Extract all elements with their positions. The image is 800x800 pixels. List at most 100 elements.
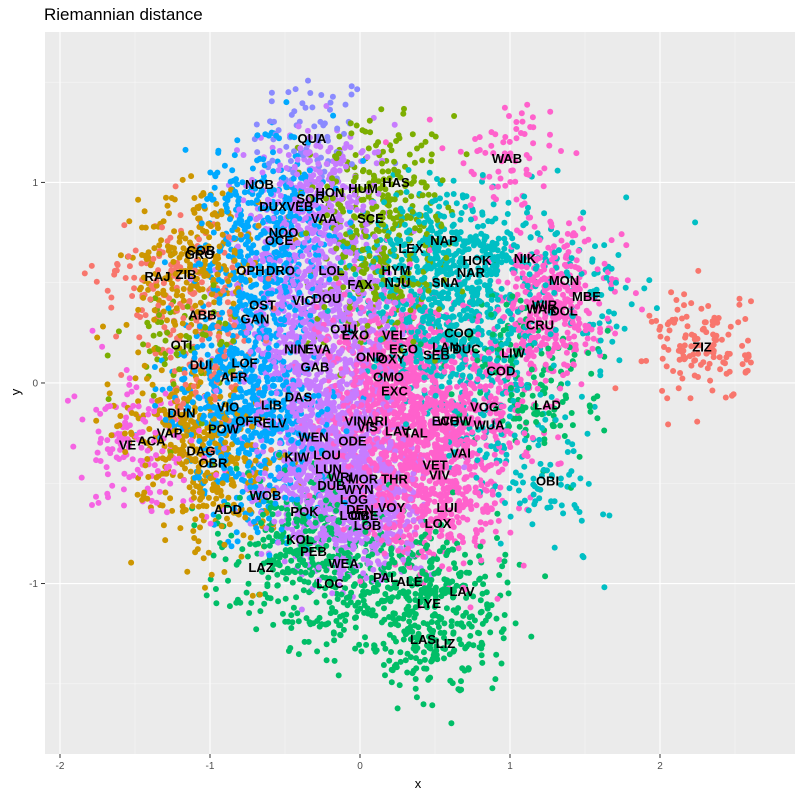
data-point xyxy=(632,290,639,297)
data-point xyxy=(745,337,751,344)
data-point xyxy=(505,199,512,206)
data-point xyxy=(207,576,214,583)
data-point xyxy=(541,210,548,217)
data-point xyxy=(524,209,530,216)
data-point xyxy=(426,116,433,123)
data-point xyxy=(547,108,554,115)
data-point xyxy=(260,536,267,543)
data-point xyxy=(404,650,411,657)
data-point xyxy=(455,519,462,526)
data-point xyxy=(352,152,359,158)
data-point xyxy=(378,106,385,113)
data-point xyxy=(707,377,714,384)
data-point xyxy=(461,476,468,482)
data-point xyxy=(352,271,359,278)
data-point xyxy=(698,305,705,312)
data-point xyxy=(307,90,314,96)
data-point xyxy=(428,151,435,158)
data-point xyxy=(192,516,199,523)
data-point xyxy=(140,412,147,419)
data-point xyxy=(519,118,526,125)
data-point xyxy=(558,237,565,244)
data-point xyxy=(340,284,347,291)
data-point xyxy=(494,510,501,517)
data-point xyxy=(99,343,106,350)
data-point xyxy=(514,291,521,298)
data-point xyxy=(594,266,601,273)
data-point xyxy=(559,399,566,405)
data-point xyxy=(410,470,417,477)
data-point xyxy=(589,258,596,265)
data-point xyxy=(439,145,446,152)
data-point xyxy=(248,283,255,290)
data-point xyxy=(588,370,595,377)
data-point xyxy=(182,235,189,242)
data-point xyxy=(95,428,102,435)
data-point xyxy=(492,528,499,535)
data-point xyxy=(378,619,385,626)
data-point xyxy=(601,584,608,591)
data-point xyxy=(584,430,591,437)
data-point xyxy=(545,410,552,417)
data-point xyxy=(169,507,176,514)
data-point xyxy=(672,316,679,323)
data-point xyxy=(583,307,590,314)
data-point xyxy=(512,620,519,627)
data-point xyxy=(229,264,236,271)
data-point xyxy=(496,572,503,578)
data-point xyxy=(585,480,592,487)
data-point xyxy=(454,291,461,298)
data-point xyxy=(474,223,481,230)
data-point xyxy=(285,152,292,158)
data-point xyxy=(514,387,521,394)
data-point xyxy=(498,259,505,266)
data-point xyxy=(168,410,175,417)
data-point xyxy=(132,375,139,382)
data-point xyxy=(524,101,531,108)
data-point xyxy=(564,242,571,249)
data-point xyxy=(457,572,464,579)
data-point xyxy=(418,534,425,541)
data-point xyxy=(285,520,292,527)
data-point xyxy=(142,312,149,319)
data-point xyxy=(305,77,311,84)
data-point xyxy=(297,568,304,575)
data-point xyxy=(383,303,390,310)
data-point xyxy=(573,505,580,512)
data-point xyxy=(318,92,325,98)
data-point xyxy=(467,632,474,639)
data-point xyxy=(348,91,355,98)
data-point xyxy=(208,571,215,578)
data-point xyxy=(274,582,281,589)
data-point xyxy=(501,104,508,111)
data-point xyxy=(612,330,619,337)
data-point xyxy=(538,350,545,357)
data-point xyxy=(172,183,179,190)
data-point xyxy=(237,253,244,260)
data-point xyxy=(240,152,247,158)
data-point xyxy=(139,390,146,397)
data-point xyxy=(530,140,537,147)
data-point xyxy=(247,534,254,541)
data-point xyxy=(81,270,88,277)
data-point xyxy=(665,346,672,353)
data-point xyxy=(114,262,121,268)
data-point xyxy=(357,296,363,303)
data-point xyxy=(342,163,349,170)
data-point xyxy=(664,335,671,342)
data-point xyxy=(159,455,166,462)
data-point xyxy=(388,147,395,154)
data-point xyxy=(88,262,95,269)
data-point xyxy=(570,361,577,368)
data-point xyxy=(129,456,136,463)
data-point xyxy=(666,327,673,334)
data-point xyxy=(361,548,368,555)
data-point xyxy=(577,475,584,482)
data-point xyxy=(477,389,484,396)
data-point xyxy=(225,494,232,501)
data-point xyxy=(470,195,476,202)
data-point xyxy=(218,492,225,499)
data-point xyxy=(500,327,507,334)
data-point xyxy=(542,573,549,580)
data-point xyxy=(362,634,368,641)
